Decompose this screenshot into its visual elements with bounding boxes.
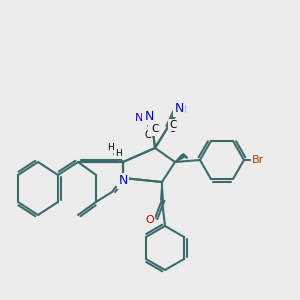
Text: H: H: [115, 149, 122, 158]
Text: Br: Br: [252, 155, 264, 165]
Text: N: N: [117, 175, 125, 185]
Text: C: C: [169, 124, 176, 134]
Polygon shape: [175, 154, 184, 162]
Text: N: N: [135, 113, 143, 123]
Text: C: C: [169, 120, 177, 130]
Text: N: N: [118, 175, 128, 188]
Text: C: C: [151, 124, 159, 134]
Text: H: H: [108, 143, 114, 152]
Polygon shape: [114, 152, 123, 162]
Polygon shape: [161, 182, 163, 200]
Text: N: N: [118, 173, 128, 187]
Text: N: N: [144, 110, 154, 122]
Text: C: C: [149, 125, 157, 135]
Text: N: N: [178, 105, 186, 115]
Text: N: N: [174, 103, 184, 116]
Text: O: O: [146, 215, 154, 225]
Text: N: N: [143, 110, 153, 124]
Text: C: C: [145, 130, 152, 140]
